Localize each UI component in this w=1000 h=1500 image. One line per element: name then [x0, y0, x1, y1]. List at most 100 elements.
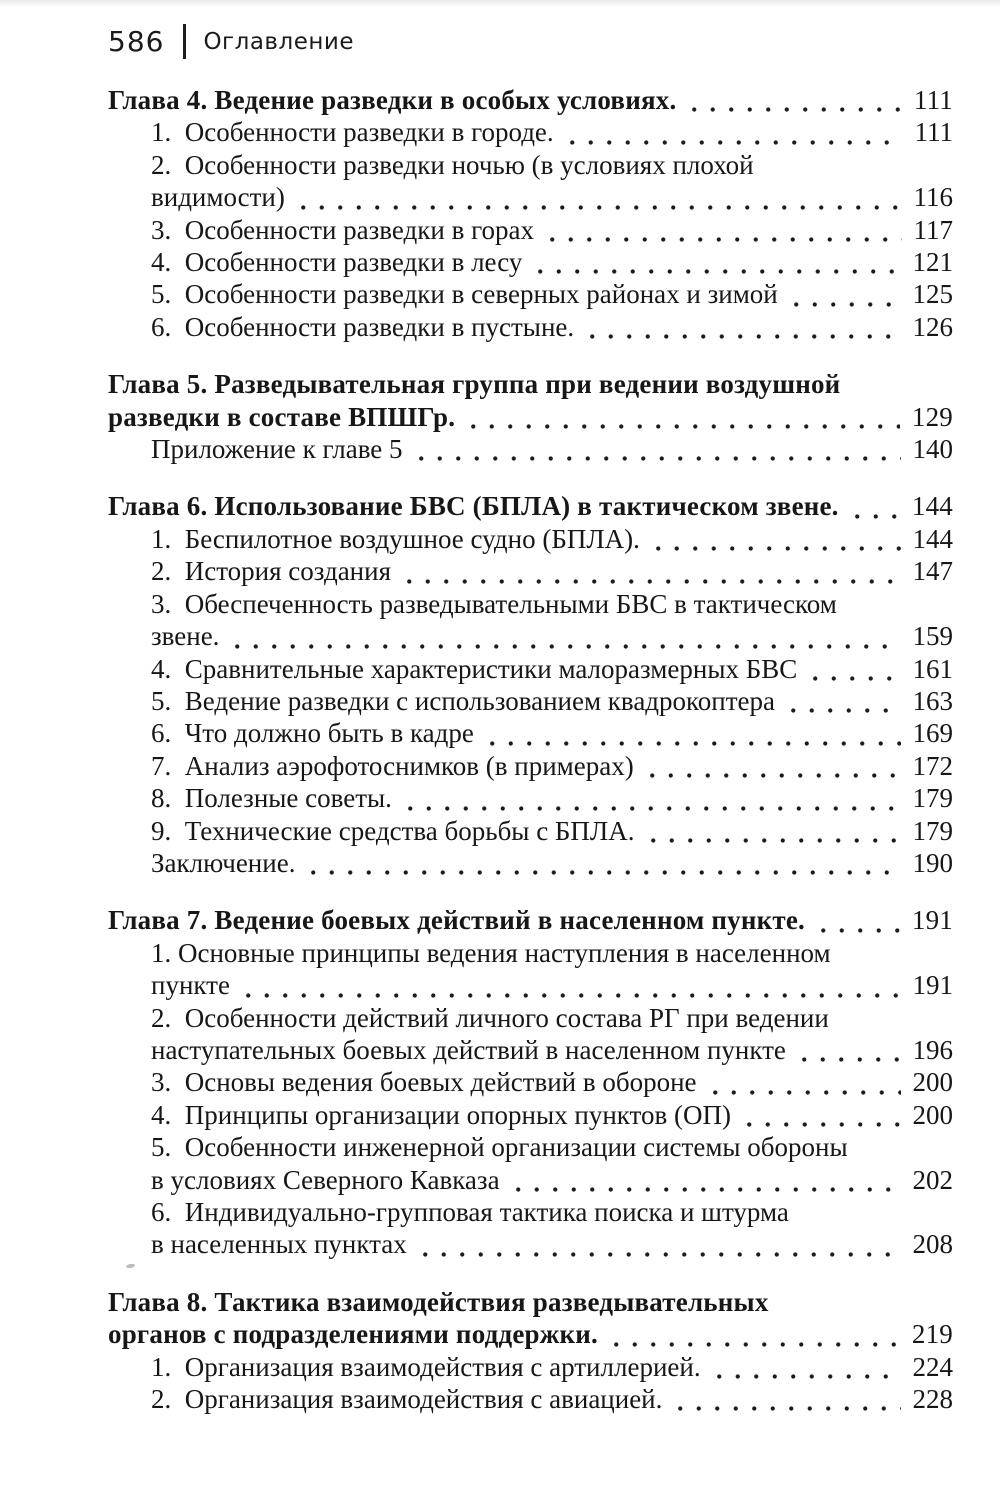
- dot-leader: [226, 620, 901, 653]
- toc-line: 4. Особенности разведки в лесу 121: [108, 246, 954, 279]
- dot-leader: [737, 1098, 901, 1132]
- dot-leader: [560, 116, 903, 149]
- toc-line: Глава 5. Разведывательная группа при вед…: [108, 368, 953, 400]
- toc-entry-page-number: 219: [911, 1319, 953, 1350]
- toc-entry-text: 3. Особенности разведки в горах: [151, 214, 534, 245]
- toc-line: Глава 4. Ведение разведки в особых услов…: [108, 84, 953, 117]
- toc-line: органов с подразделениями поддержки. 219: [108, 1318, 953, 1351]
- toc-line: 2. Особенности действий личного состава …: [108, 1002, 953, 1034]
- toc-line: Заключение. 190: [108, 846, 954, 880]
- toc-line: Глава 6. Использование БВС (БПЛА) в такт…: [108, 490, 953, 523]
- toc-line: Глава 7. Ведение боевых действий в насел…: [108, 904, 953, 937]
- toc-entry-text: разведки в составе ВПШГр.: [108, 401, 456, 432]
- toc-entry-page-number: 224: [912, 1351, 954, 1382]
- toc-entry-text: 1. Организация взаимодействия с артиллер…: [151, 1351, 701, 1382]
- toc-line: 3. Особенности разведки в горах 117: [108, 213, 953, 247]
- dot-leader: [604, 1318, 900, 1351]
- toc-entry-page-number: 161: [912, 653, 954, 684]
- toc-entry-text: в условиях Северного Кавказа: [151, 1164, 500, 1195]
- toc-entry-page-number: 129: [911, 401, 953, 432]
- toc-line: 6. Индивидуально-групповая тактика поиск…: [108, 1196, 953, 1228]
- dot-leader: [291, 181, 902, 214]
- dot-leader: [529, 246, 901, 279]
- toc-entry-text: 5. Особенности инженерной организации си…: [151, 1132, 848, 1163]
- dot-leader: [641, 814, 901, 847]
- dot-leader: [782, 684, 901, 718]
- toc-line: 6. Что должно быть в кадре 169: [108, 717, 953, 750]
- toc-entry-page-number: 200: [912, 1067, 954, 1098]
- toc-entry-text: 2. Организация взаимодействия с авиацией…: [151, 1384, 663, 1415]
- toc-line: 2. Организация взаимодействия с авиацией…: [108, 1383, 954, 1416]
- toc-entry-page-number: 228: [912, 1384, 954, 1415]
- dot-leader: [707, 1350, 901, 1384]
- toc-entry-page-number: 159: [912, 621, 954, 652]
- toc-entry-page-number: 191: [911, 905, 953, 936]
- toc-entry-text: 1. Особенности разведки в городе.: [151, 117, 554, 148]
- toc-line: 9. Технические средства борьбы с БПЛА. 1…: [108, 814, 954, 847]
- dot-leader: [413, 1228, 901, 1261]
- toc-entry-text: видимости): [151, 182, 285, 213]
- header-divider: [183, 24, 187, 59]
- toc-entry-page-number: 190: [912, 847, 954, 878]
- dot-leader: [236, 969, 901, 1002]
- toc-entry-text: Приложение к главе 5: [151, 434, 403, 465]
- toc-entry-page-number: 163: [912, 685, 954, 716]
- toc-entry-text: 6. Индивидуально-групповая тактика поиск…: [151, 1197, 789, 1227]
- toc-entry-page-number: 191: [912, 970, 954, 1001]
- toc-line: 5. Ведение разведки с использованием ква…: [108, 684, 954, 718]
- dot-leader: [398, 555, 901, 588]
- toc-line: Глава 8. Тактика взаимодействия разведыв…: [108, 1286, 953, 1318]
- toc-entry-page-number: 116: [913, 182, 954, 213]
- dot-leader: [398, 782, 901, 815]
- toc-entry-text: 7. Анализ аэрофотоснимков (в примерах): [151, 750, 634, 781]
- dot-leader: [506, 1163, 901, 1196]
- page-top-scan-edge: [0, 0, 1000, 7]
- toc-line: 1. Особенности разведки в городе. 111: [108, 116, 954, 149]
- toc-entry-text: наступательных боевых действий в населен…: [151, 1034, 786, 1065]
- toc-line: 1. Организация взаимодействия с артиллер…: [108, 1350, 954, 1384]
- toc-line: 1. Основные принципы ведения наступления…: [108, 937, 953, 969]
- toc-entry-text: Глава 8. Тактика взаимодействия разведыв…: [108, 1286, 769, 1317]
- toc-line: разведки в составе ВПШГр. 129: [108, 400, 953, 434]
- toc-entry-page-number: 121: [912, 247, 954, 278]
- toc-entry-text: 5. Особенности разведки в северных район…: [151, 279, 778, 310]
- folio-page-number: 586: [108, 25, 165, 58]
- toc-line: наступательных боевых действий в населен…: [108, 1033, 954, 1067]
- toc-line: в населенных пунктах 208: [108, 1228, 954, 1261]
- dot-leader: [784, 278, 901, 311]
- toc-entry-text: 3. Обеспеченность разведывательными БВС …: [151, 588, 837, 619]
- toc-entry-page-number: 126: [912, 311, 954, 342]
- dot-leader: [669, 1383, 901, 1416]
- toc-line: 3. Основы ведения боевых действий в обор…: [108, 1066, 954, 1099]
- toc-line: 3. Обеспеченность разведывательными БВС …: [108, 588, 953, 620]
- toc-entry-page-number: 208: [912, 1229, 954, 1260]
- toc-entry-text: звене.: [151, 621, 220, 652]
- toc-entry-page-number: 179: [912, 815, 954, 846]
- toc-entry-text: 2. Особенности разведки ночью (в условия…: [151, 149, 754, 180]
- toc-line: 1. Беспилотное воздушное судно (БПЛА). 1…: [108, 522, 953, 556]
- toc-entry-page-number: 172: [912, 750, 954, 781]
- toc-entry-page-number: 111: [914, 117, 954, 148]
- toc-entry-text: пункте: [151, 970, 230, 1001]
- toc-entry-text: 8. Полезные советы.: [151, 783, 392, 814]
- toc-entry-text: Глава 7. Ведение боевых действий в насел…: [108, 905, 805, 936]
- toc-entry-text: Глава 4. Ведение разведки в особых услов…: [108, 85, 677, 115]
- toc-entry-page-number: 111: [913, 85, 953, 115]
- dot-leader: [462, 400, 900, 434]
- running-head: 586 Оглавление: [108, 24, 354, 59]
- toc-line: 6. Особенности разведки в пустыне. 126: [108, 310, 954, 344]
- toc-entry-text: 2. Особенности действий личного состава …: [151, 1002, 829, 1033]
- toc-entry-text: 3. Основы ведения боевых действий в обор…: [151, 1067, 697, 1098]
- dot-leader: [646, 522, 901, 556]
- toc-entry-text: в населенных пунктах: [151, 1229, 407, 1260]
- header-title: Оглавление: [203, 28, 354, 55]
- toc-line: 2. Особенности разведки ночью (в условия…: [108, 149, 953, 181]
- toc-entry-text: Глава 5. Разведывательная группа при вед…: [108, 369, 841, 400]
- toc-entry-text: 5. Ведение разведки с использованием ква…: [151, 685, 776, 716]
- toc-entry-text: 2. История создания: [151, 556, 391, 587]
- dot-leader: [581, 310, 901, 344]
- toc-entry-text: Глава 6. Использование БВС (БПЛА) в такт…: [108, 491, 839, 522]
- toc-entry-page-number: 140: [912, 434, 954, 465]
- toc-entry-page-number: 196: [912, 1034, 954, 1065]
- toc-entry-page-number: 200: [912, 1099, 954, 1130]
